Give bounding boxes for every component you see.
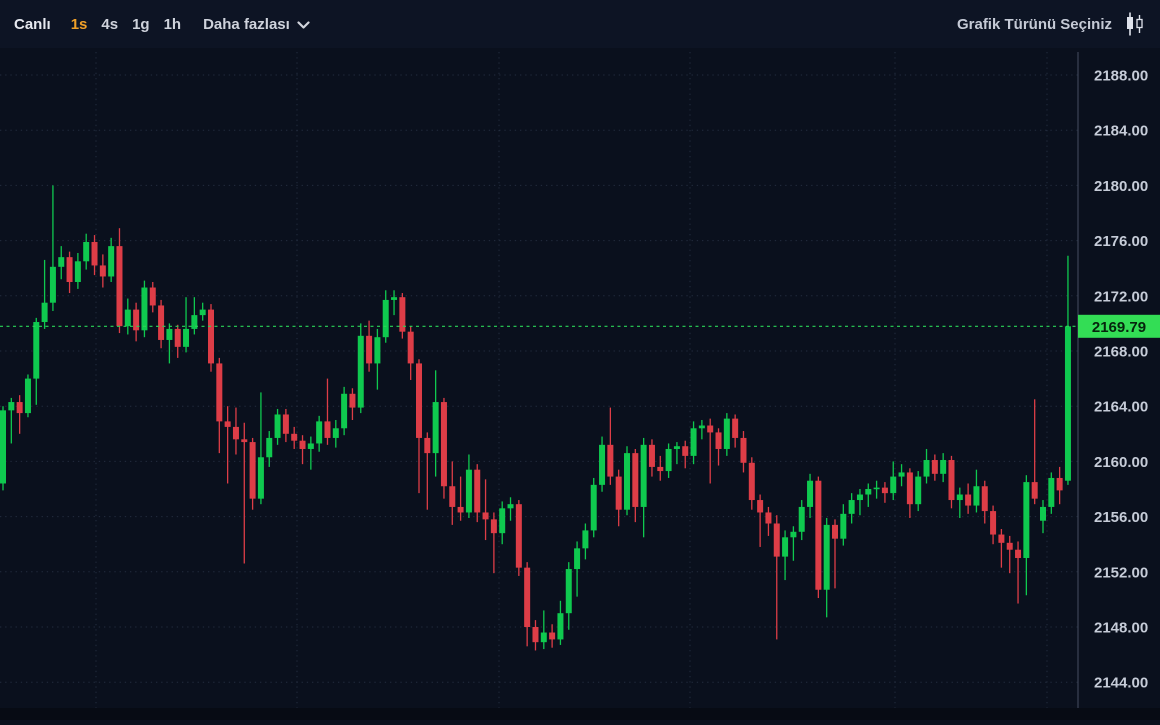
timeframe-group: 1s 4s 1g 1h xyxy=(71,16,195,33)
more-button-label: Daha fazlası xyxy=(203,15,290,33)
timeframe-1s[interactable]: 1s xyxy=(70,15,88,33)
price-axis-label: 2176.00 xyxy=(1094,233,1148,250)
timeframe-1g[interactable]: 1g xyxy=(132,15,150,33)
timeframe-1h[interactable]: 1h xyxy=(163,15,182,33)
price-axis-label: 2152.00 xyxy=(1094,564,1148,581)
price-axis[interactable]: 2188.00 2184.00 2180.00 2176.00 2172.00 2168.… xyxy=(1077,52,1148,720)
current-price-value: 2169.79 xyxy=(1092,319,1146,336)
price-axis-label: 2184.00 xyxy=(1094,123,1148,140)
gridlines xyxy=(0,52,1078,720)
candlestick-chart-icon xyxy=(1124,12,1146,36)
current-price-tag: 2169.79 xyxy=(1078,314,1160,338)
chart-type-label: Grafik Türünü Seçiniz xyxy=(956,15,1112,33)
toolbar: Canlı 1s 4s 1g 1h Daha fazlası Grafik Türün… xyxy=(0,0,1160,48)
timeframe-4s[interactable]: 4s xyxy=(101,15,119,33)
price-axis-label: 2164.00 xyxy=(1094,399,1148,416)
price-axis-label: 2180.00 xyxy=(1094,178,1148,195)
more-button[interactable]: Daha fazlası xyxy=(203,16,310,33)
price-axis-label: 2156.00 xyxy=(1094,509,1148,526)
price-axis-label: 2172.00 xyxy=(1094,288,1148,305)
bottom-edge xyxy=(0,708,1160,720)
price-axis-label: 2188.00 xyxy=(1094,68,1148,85)
candles-layer xyxy=(0,185,1071,651)
chevron-down-icon xyxy=(297,20,310,29)
price-axis-label: 2168.00 xyxy=(1094,344,1148,361)
chart-type-selector[interactable]: Grafik Türünü Seçiniz xyxy=(957,12,1146,36)
price-axis-label: 2160.00 xyxy=(1094,454,1148,471)
price-axis-label: 2148.00 xyxy=(1094,620,1148,637)
price-axis-label: 2144.00 xyxy=(1094,675,1148,692)
live-label[interactable]: Canlı xyxy=(14,15,51,33)
